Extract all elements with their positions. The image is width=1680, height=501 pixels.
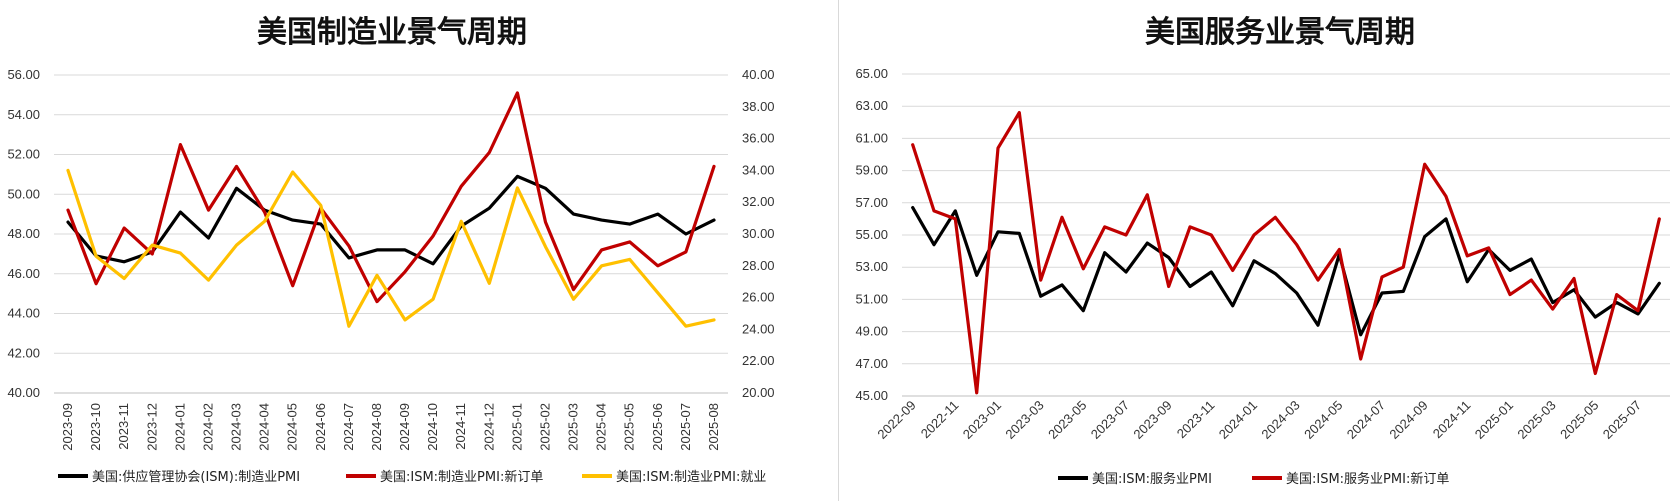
svc-x-tick: 2025-03 (1514, 398, 1558, 442)
mfg-x-tick: 2025-03 (566, 403, 581, 451)
svc-legend-label: 美国:ISM:服务业PMI:新订单 (1286, 471, 1449, 487)
mfg-y-right-tick: 40.00 (742, 67, 775, 82)
svc-x-tick: 2025-05 (1557, 398, 1601, 442)
svc-y-left-tick: 47.00 (855, 356, 888, 371)
svc-y-left-tick: 49.00 (855, 324, 888, 339)
mfg-x-tick: 2024-11 (453, 403, 468, 450)
mfg-x-tick: 2025-04 (594, 403, 609, 451)
mfg-x-tick: 2025-02 (537, 403, 552, 451)
mfg-y-right-tick: 28.00 (742, 258, 775, 273)
services-chart-title: 美国服务业景气周期 (1145, 15, 1415, 50)
mfg-y-right-tick: 26.00 (742, 290, 775, 305)
mfg-x-tick: 2024-03 (229, 403, 244, 451)
mfg-y-right-tick: 32.00 (742, 194, 775, 209)
mfg-x-tick: 2025-01 (509, 403, 524, 451)
svc-x-tick: 2023-07 (1088, 398, 1132, 442)
mfg-y-left-tick: 52.00 (7, 147, 40, 162)
svc-y-left-tick: 65.00 (855, 66, 888, 81)
svc-x-tick: 2023-03 (1002, 398, 1046, 442)
svc-y-left-tick: 55.00 (855, 227, 888, 242)
mfg-y-left-tick: 46.00 (7, 266, 40, 281)
svc-x-tick: 2024-07 (1344, 398, 1388, 442)
svc-series-line-0 (911, 206, 1661, 337)
svc-y-left-tick: 61.00 (855, 130, 888, 145)
mfg-legend-label: 美国:供应管理协会(ISM):制造业PMI (92, 469, 300, 485)
mfg-y-right-tick: 24.00 (742, 321, 775, 336)
mfg-y-right-tick: 30.00 (742, 226, 775, 241)
mfg-y-left-tick: 40.00 (7, 385, 40, 400)
svc-x-tick: 2023-01 (960, 398, 1004, 442)
svc-y-left-tick: 63.00 (855, 98, 888, 113)
mfg-y-left-tick: 44.00 (7, 306, 40, 321)
mfg-x-tick: 2024-05 (285, 403, 300, 451)
svc-x-tick: 2024-05 (1301, 398, 1345, 442)
mfg-y-left-tick: 56.00 (7, 67, 40, 82)
svc-x-tick: 2024-01 (1216, 398, 1260, 442)
mfg-x-tick: 2023-12 (144, 403, 159, 451)
mfg-x-tick: 2024-06 (313, 403, 328, 451)
svc-y-left-tick: 45.00 (855, 388, 888, 403)
manufacturing-chart-panel: 美国制造业景气周期 40.00 42.00 44.00 46.00 48.00 50.00… (0, 0, 839, 501)
mfg-x-tick: 2023-11 (116, 403, 131, 450)
mfg-series-line-0 (66, 174, 716, 266)
mfg-x-tick: 2023-10 (88, 403, 103, 451)
mfg-x-tick: 2024-10 (425, 403, 440, 451)
mfg-y-right-tick: 34.00 (742, 162, 775, 177)
mfg-x-tick: 2025-08 (706, 403, 721, 451)
manufacturing-chart-title: 美国制造业景气周期 (257, 15, 527, 50)
svc-x-tick: 2023-09 (1130, 398, 1174, 442)
svc-x-tick: 2024-03 (1258, 398, 1302, 442)
svc-legend-label: 美国:ISM:服务业PMI (1092, 471, 1212, 487)
svc-x-tick: 2025-07 (1600, 398, 1644, 442)
mfg-y-left-tick: 42.00 (7, 345, 40, 360)
mfg-y-right-tick: 38.00 (742, 99, 775, 114)
mfg-x-tick: 2025-05 (622, 403, 637, 451)
svc-x-tick: 2024-11 (1430, 398, 1474, 442)
mfg-x-tick: 2024-08 (369, 403, 384, 451)
mfg-x-tick: 2023-09 (60, 403, 75, 451)
mfg-x-tick: 2024-09 (397, 403, 412, 451)
mfg-series-line-1 (66, 91, 716, 304)
svc-x-tick: 2024-09 (1386, 398, 1430, 442)
mfg-y-left-tick: 50.00 (7, 186, 40, 201)
services-chart-panel: 美国服务业景气周期 45.00 47.00 49.00 51.00 53.00 55.00… (840, 0, 1680, 501)
mfg-x-tick: 2025-06 (650, 403, 665, 451)
mfg-y-left-tick: 48.00 (7, 226, 40, 241)
mfg-x-tick: 2024-02 (200, 403, 215, 451)
mfg-series-line-2 (66, 168, 716, 328)
svc-series-line-1 (911, 110, 1661, 395)
mfg-x-tick: 2025-07 (678, 403, 693, 451)
services-chart: 美国服务业景气周期 45.00 47.00 49.00 51.00 53.00 55.00… (855, 15, 1670, 487)
svc-x-tick: 2023-11 (1174, 398, 1218, 442)
svc-y-left-tick: 57.00 (855, 195, 888, 210)
svc-x-tick: 2025-01 (1472, 398, 1516, 442)
manufacturing-chart: 美国制造业景气周期 40.00 42.00 44.00 46.00 48.00 50.00… (7, 15, 775, 485)
mfg-x-tick: 2024-12 (481, 403, 496, 451)
mfg-x-tick: 2024-07 (341, 403, 356, 451)
mfg-y-right-tick: 22.00 (742, 353, 775, 368)
svc-x-tick: 2023-05 (1045, 398, 1089, 442)
mfg-legend-label: 美国:ISM:制造业PMI:新订单 (380, 469, 543, 485)
mfg-legend-label: 美国:ISM:制造业PMI:就业 (616, 470, 766, 485)
svc-x-tick: 2022-11 (918, 398, 962, 442)
mfg-y-right-tick: 20.00 (742, 385, 775, 400)
svc-y-left-tick: 59.00 (855, 163, 888, 178)
svc-y-left-tick: 53.00 (855, 259, 888, 274)
mfg-y-right-tick: 36.00 (742, 131, 775, 146)
svc-y-left-tick: 51.00 (855, 291, 888, 306)
mfg-x-tick: 2024-01 (172, 403, 187, 451)
mfg-y-left-tick: 54.00 (7, 107, 40, 122)
svc-x-tick: 2022-09 (874, 398, 918, 442)
mfg-x-tick: 2024-04 (257, 403, 272, 451)
